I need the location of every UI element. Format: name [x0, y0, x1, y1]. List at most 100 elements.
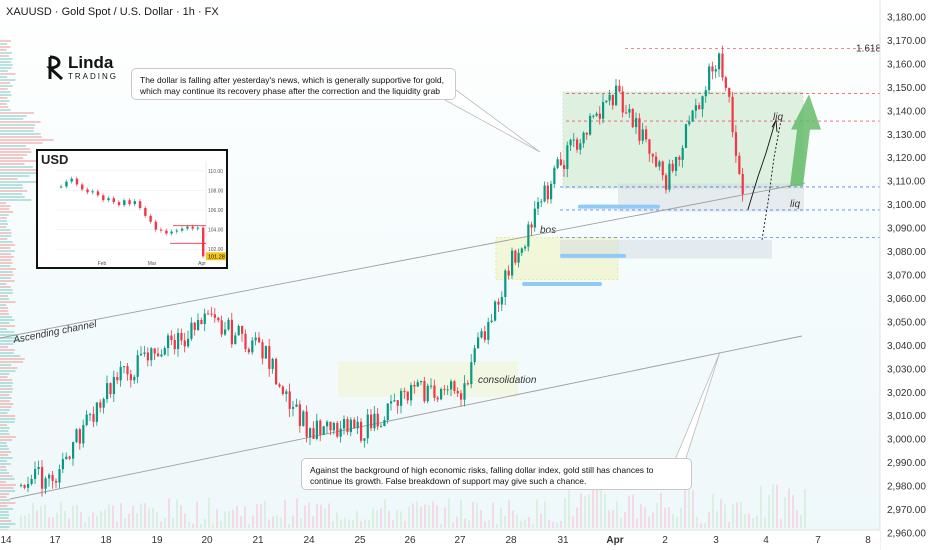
volume-bar [604, 493, 606, 528]
candle-body [177, 332, 180, 350]
volume-bar [592, 486, 594, 528]
price-axis-bg [880, 0, 932, 550]
volume-bar [36, 510, 38, 528]
volume-bar [156, 512, 158, 528]
candle-body [651, 153, 654, 157]
candle-body [34, 469, 37, 479]
candle-body [312, 428, 315, 439]
volume-bar [348, 519, 350, 528]
volume-bar [76, 505, 78, 528]
candle-body [82, 425, 85, 444]
inset-last-label: 101.28 [208, 254, 225, 260]
candle-body [89, 414, 92, 416]
volume-bar [56, 512, 58, 528]
volume-bar [744, 514, 746, 528]
volume-profile-bar [0, 349, 15, 351]
candle-body [436, 397, 439, 400]
volume-profile-bar [0, 361, 24, 363]
candle-body [329, 421, 332, 431]
candle-body [714, 69, 717, 72]
candle-body [738, 155, 741, 174]
volume-profile-bar [0, 508, 14, 510]
volume-bar [28, 513, 30, 528]
candle-body [380, 426, 383, 428]
candle-body [668, 163, 671, 190]
volume-profile-bar [0, 316, 12, 318]
inset-candle-body [154, 221, 158, 230]
volume-profile-bar [0, 265, 11, 267]
y-tick-label: 3,110.00 [887, 177, 926, 188]
volume-profile-bar [0, 133, 41, 135]
volume-bar [636, 518, 638, 528]
note-top: The dollar is falling after yesterday's … [131, 68, 456, 100]
candle-body [572, 139, 575, 141]
candle-body [681, 147, 684, 160]
candle-body [731, 96, 734, 133]
candle-body [143, 352, 146, 354]
candle-body [507, 270, 510, 276]
volume-bar [740, 502, 742, 528]
volume-profile-bar [0, 355, 21, 357]
volume-bar [396, 510, 398, 528]
volume-bar [400, 511, 402, 528]
y-tick-label: 3,170.00 [887, 36, 926, 47]
volume-bar [384, 499, 386, 528]
volume-bar [296, 498, 298, 528]
volume-bar [480, 510, 482, 528]
y-tick-label: 3,000.00 [887, 435, 926, 446]
volume-profile-bar [0, 178, 18, 180]
volume-bar [276, 515, 278, 528]
inset-candle-body [175, 230, 179, 232]
volume-profile-bar [0, 199, 32, 201]
volume-profile-bar [0, 202, 7, 204]
volume-bar [572, 516, 574, 528]
volume-bar [100, 511, 102, 528]
inset-y-tick: 106.00 [208, 208, 224, 214]
candle-body [30, 478, 33, 484]
volume-bar [204, 519, 206, 528]
volume-profile-bar [0, 91, 11, 93]
volume-profile-bar [0, 400, 10, 402]
inset-candle-body [196, 227, 200, 229]
volume-bar [756, 515, 758, 528]
volume-bar [188, 521, 190, 528]
candle-body [183, 340, 186, 347]
volume-bar [352, 519, 354, 528]
volume-bar [488, 519, 490, 528]
inset-candle-body [112, 198, 115, 203]
inset-candle-body [191, 226, 194, 229]
candle-body [244, 333, 247, 350]
volume-profile-bar [0, 142, 43, 144]
candle-body [336, 422, 339, 437]
volume-bar [280, 517, 282, 528]
candle-body [140, 353, 143, 356]
volume-profile-bar [0, 259, 12, 261]
candle-body [264, 346, 267, 359]
volume-profile-bar [0, 493, 10, 495]
inset-y-tick: 102.00 [208, 247, 224, 253]
y-tick-label: 3,090.00 [887, 224, 926, 235]
volume-bar [416, 501, 418, 528]
candle-body [126, 366, 129, 375]
inset-candle-body [102, 195, 105, 201]
inset-title: USD [41, 152, 69, 167]
volume-profile-bar [0, 271, 13, 273]
volume-bar [32, 502, 34, 528]
candle-body [322, 426, 325, 435]
candle-body [497, 301, 500, 305]
note-bottom-pointer [674, 351, 721, 461]
volume-bar [232, 509, 234, 528]
volume-profile-bar [0, 226, 7, 228]
volume-bar [544, 501, 546, 528]
volume-bar [220, 520, 222, 528]
volume-profile-bar [0, 139, 54, 141]
volume-profile-bar [0, 433, 10, 435]
candle-body [48, 474, 51, 479]
volume-bar [420, 506, 422, 528]
y-tick-label: 3,020.00 [887, 388, 926, 399]
volume-bar [448, 498, 450, 528]
inset-candle-body [138, 201, 142, 209]
volume-bar [84, 522, 86, 528]
candle-body [160, 354, 163, 357]
volume-bar [608, 510, 610, 528]
